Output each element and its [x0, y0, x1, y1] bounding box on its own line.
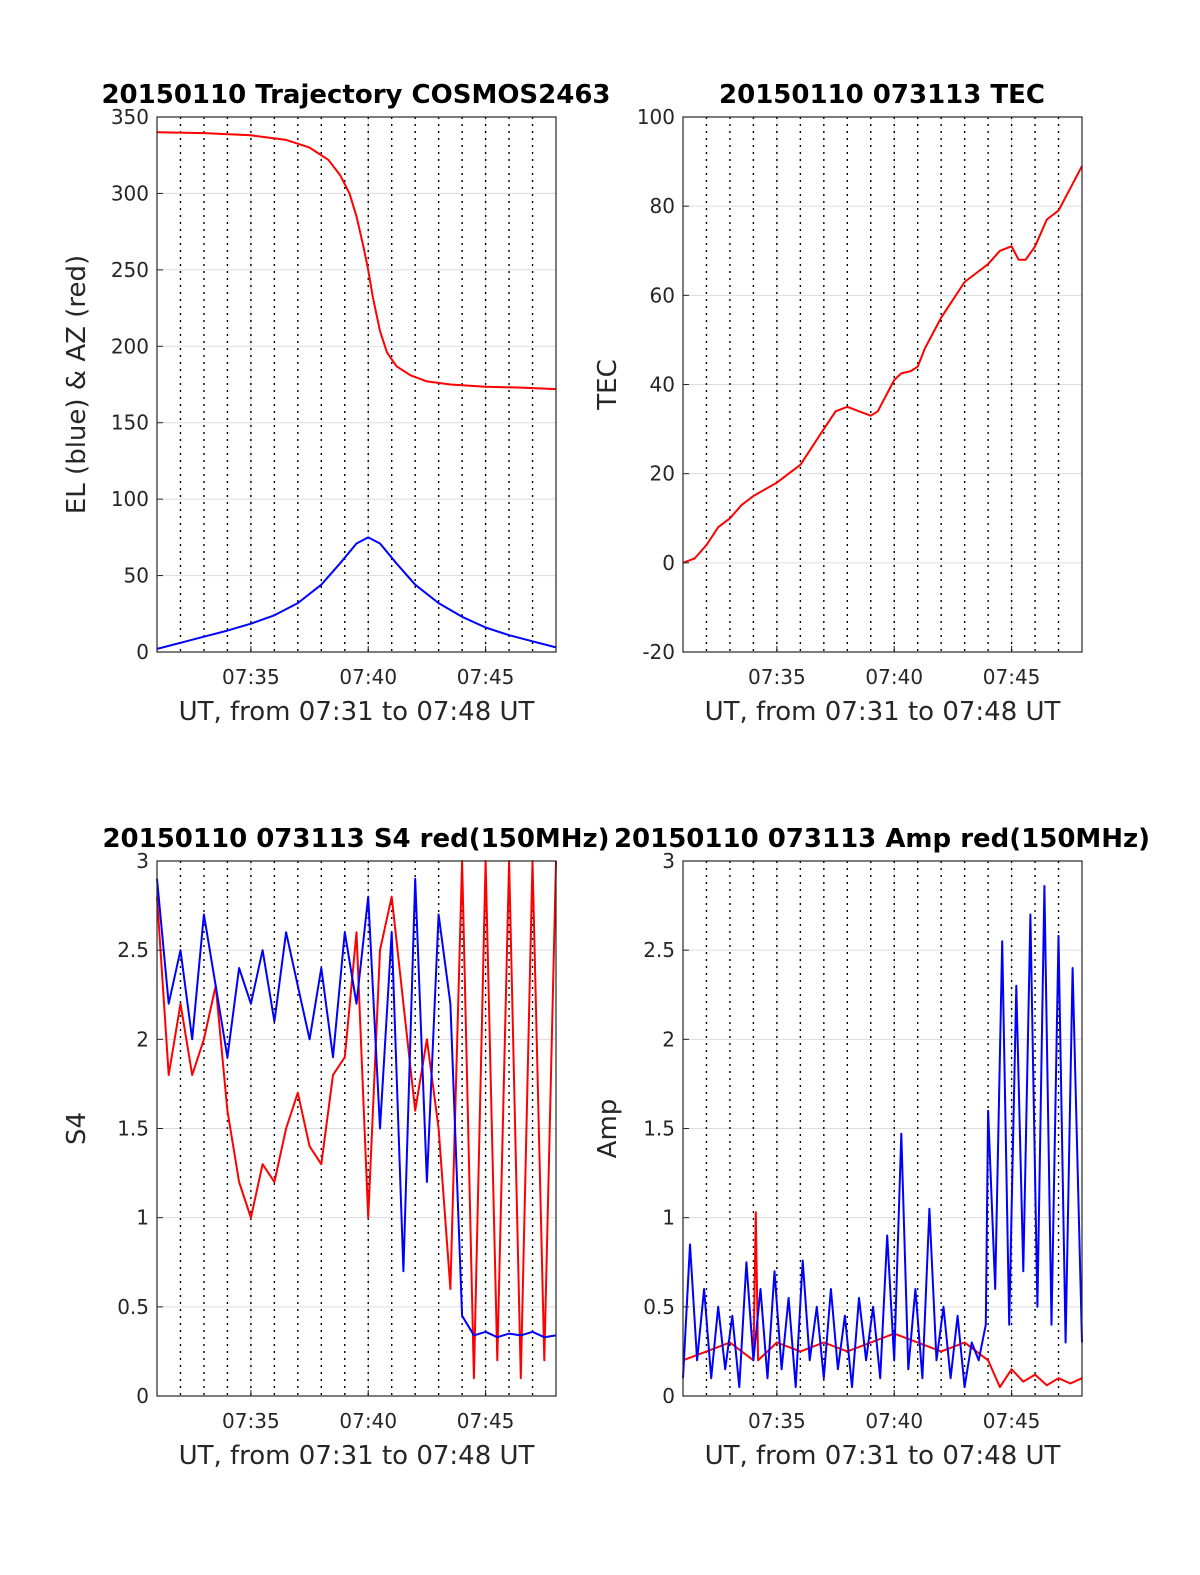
x-tick-label: 07:45 — [983, 665, 1041, 689]
y-tick-label: 0 — [662, 1384, 675, 1408]
x-axis-label: UT, from 07:31 to 07:48 UT — [179, 697, 535, 727]
y-tick-label: 50 — [124, 564, 149, 588]
y-tick-label: 2.5 — [117, 938, 149, 962]
y-tick-label: 0 — [662, 551, 675, 575]
series-line — [682, 1211, 1083, 1389]
x-tick-label: 07:40 — [865, 665, 923, 689]
y-axis-label: TEC — [593, 359, 623, 410]
y-tick-label: 2.5 — [643, 938, 675, 962]
y-tick-label: 1.5 — [643, 1117, 675, 1141]
y-tick-label: -20 — [642, 640, 675, 664]
y-tick-label: 2 — [136, 1027, 149, 1051]
y-tick-label: 0 — [136, 640, 149, 664]
y-tick-label: 100 — [111, 487, 149, 511]
amp-panel: 0 0.5 1 1.5 2 2.5 3 07:35 07:40 07:45 20150110 073… — [593, 824, 1150, 1471]
y-tick-label: 2 — [662, 1027, 675, 1051]
y-tick-label: 1 — [136, 1206, 149, 1230]
x-axis-label: UT, from 07:31 to 07:48 UT — [705, 697, 1061, 727]
x-axis-label: UT, from 07:31 to 07:48 UT — [705, 1441, 1061, 1471]
y-axis-label: S4 — [62, 1112, 92, 1145]
y-tick-label: 40 — [650, 373, 675, 397]
x-tick-label: 07:45 — [457, 1409, 515, 1433]
y-tick-label: 150 — [111, 411, 149, 435]
y-tick-label: 0 — [136, 1384, 149, 1408]
y-tick-label: 0.5 — [643, 1295, 675, 1319]
y-tick-label: 1.5 — [117, 1117, 149, 1141]
chart-title: 20150110 073113 Amp red(150MHz) — [614, 824, 1150, 854]
axes-box — [156, 116, 557, 653]
x-tick-label: 07:40 — [339, 1409, 397, 1433]
x-tick-label: 07:35 — [748, 665, 806, 689]
x-tick-label: 07:45 — [457, 665, 515, 689]
y-tick-label: 60 — [650, 283, 675, 307]
series-line — [682, 885, 1083, 1389]
y-tick-label: 200 — [111, 334, 149, 358]
y-tick-label: 250 — [111, 258, 149, 282]
y-tick-label: 0.5 — [117, 1295, 149, 1319]
x-tick-label: 07:40 — [339, 665, 397, 689]
tec-panel: -20 0 20 40 60 80 100 07:35 07:40 07:45 20150110 0… — [593, 80, 1083, 727]
x-tick-label: 07:35 — [222, 1409, 280, 1433]
s4-panel: 0 0.5 1 1.5 2 2.5 3 07:35 07:40 07:45 20150110 073… — [62, 824, 610, 1471]
y-axis-label: EL (blue) & AZ (red) — [62, 255, 92, 514]
y-tick-label: 350 — [111, 105, 149, 129]
chart-title: 20150110 073113 S4 red(150MHz) — [102, 824, 609, 854]
x-axis-label: UT, from 07:31 to 07:48 UT — [179, 1441, 535, 1471]
x-tick-label: 07:40 — [865, 1409, 923, 1433]
plot-area — [157, 117, 556, 652]
x-tick-label: 07:35 — [748, 1409, 806, 1433]
y-tick-label: 20 — [650, 462, 675, 486]
y-tick-label: 300 — [111, 181, 149, 205]
chart-title: 20150110 Trajectory COSMOS2463 — [101, 80, 610, 110]
y-tick-label: 80 — [650, 194, 675, 218]
x-tick-label: 07:45 — [983, 1409, 1041, 1433]
x-tick-label: 07:35 — [222, 665, 280, 689]
y-tick-label: 3 — [136, 849, 149, 873]
series-line — [156, 536, 557, 650]
y-tick-label: 3 — [662, 849, 675, 873]
y-tick-label: 1 — [662, 1206, 675, 1230]
y-axis-label: Amp — [593, 1099, 623, 1159]
y-tick-label: 100 — [637, 105, 675, 129]
trajectory-panel: 0 50 100 150 200 250 300 350 07:35 07:40 07:45 2015… — [62, 80, 611, 727]
chart-title: 20150110 073113 TEC — [719, 80, 1045, 110]
